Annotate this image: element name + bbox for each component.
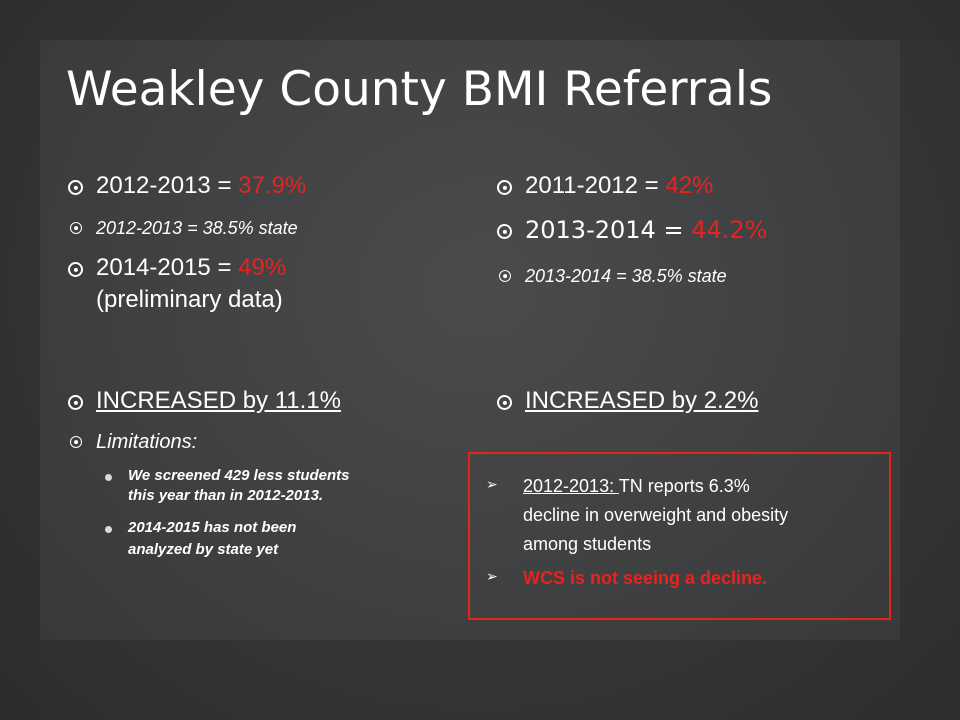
callout-point-2: WCS is not seeing a decline. [523, 568, 768, 588]
background-band-top [0, 0, 960, 40]
state-2012-line: 2012-2013 = 38.5% state [96, 218, 298, 238]
rate-2011-line: 2011-2012 = 42% [525, 171, 713, 201]
bullet-icon [68, 262, 83, 277]
rate-2014-note: (preliminary data) [96, 286, 283, 313]
increase-right: INCREASED by 2.2% [525, 387, 759, 414]
increase-left: INCREASED by 11.1% [96, 387, 341, 414]
bullet-icon [499, 270, 511, 282]
sub-bullet-icon [105, 526, 112, 533]
background-band-left [0, 40, 40, 720]
arrow-bullet-icon: ➢ [486, 568, 498, 584]
bullet-icon [68, 395, 83, 410]
rate-2014-value: 49% [238, 254, 287, 281]
limitation-2-line1: 2014-2015 has not been [128, 519, 297, 536]
limitation-2-line2: analyzed by state yet [128, 541, 279, 558]
callout-point-1-line2: decline in overweight and obesity [523, 505, 789, 525]
rate-2013-value: 44.2% [691, 216, 768, 244]
callout-point-1-line3: among students [523, 534, 652, 554]
rate-2011-label: 2011-2012 = [525, 172, 666, 199]
bullet-icon [68, 180, 83, 195]
background-band-right [900, 40, 960, 720]
bullet-icon [70, 436, 82, 448]
background-band-bottom [40, 640, 900, 720]
rate-2012-line: 2012-2013 = 37.9% [96, 171, 306, 201]
limitation-1-line1: We screened 429 less students [128, 467, 350, 484]
callout-point-1-line1: 2012-2013: TN reports 6.3% [523, 474, 750, 498]
state-2013-line: 2013-2014 = 38.5% state [525, 266, 727, 286]
sub-bullet-icon [105, 474, 112, 481]
bullet-icon [497, 224, 512, 239]
rate-2014-line: 2014-2015 = 49% [96, 253, 286, 283]
arrow-bullet-icon: ➢ [486, 476, 498, 492]
bullet-icon [497, 180, 512, 195]
slide-title: Weakley County BMI Referrals [66, 62, 773, 117]
callout-point-1-rest: TN reports 6.3% [618, 476, 750, 496]
limitations-heading: Limitations: [96, 431, 198, 453]
rate-2013-line: 2013-2014 = 44.2% [525, 215, 767, 245]
callout-box [468, 452, 891, 620]
rate-2014-label: 2014-2015 = [96, 254, 239, 281]
bullet-icon [497, 395, 512, 410]
rate-2012-value: 37.9% [238, 172, 307, 199]
rate-2012-label: 2012-2013 = [96, 172, 239, 199]
rate-2013-label: 2013-2014 = [525, 216, 692, 244]
rate-2011-value: 42% [665, 172, 714, 199]
callout-point-1-year: 2012-2013: [523, 476, 619, 496]
bullet-icon [70, 222, 82, 234]
limitation-1-line2: this year than in 2012-2013. [128, 487, 324, 504]
